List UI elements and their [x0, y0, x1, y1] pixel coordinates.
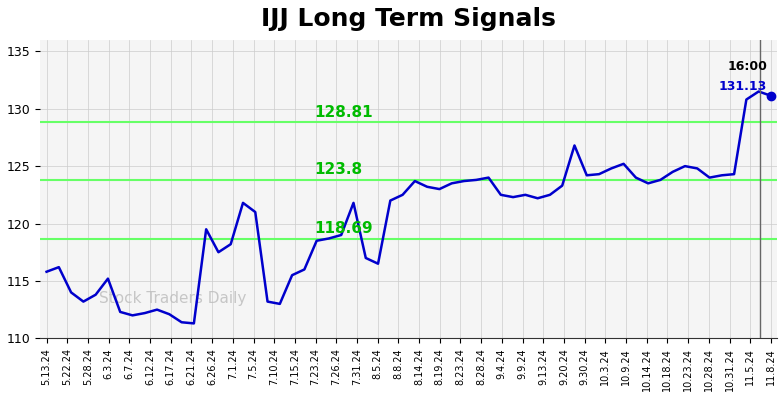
Text: 131.13: 131.13 [719, 80, 768, 93]
Text: Stock Traders Daily: Stock Traders Daily [100, 291, 247, 306]
Text: 16:00: 16:00 [728, 60, 768, 74]
Text: 123.8: 123.8 [314, 162, 363, 177]
Title: IJJ Long Term Signals: IJJ Long Term Signals [261, 7, 556, 31]
Text: 128.81: 128.81 [314, 105, 373, 120]
Text: 118.69: 118.69 [314, 221, 373, 236]
